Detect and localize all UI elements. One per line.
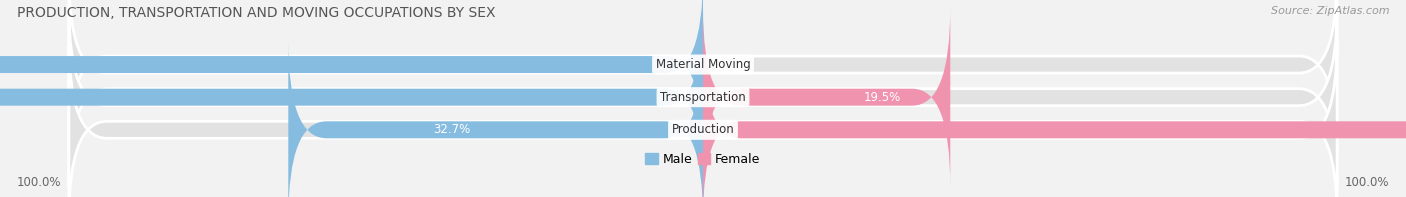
FancyBboxPatch shape xyxy=(69,40,1337,197)
FancyBboxPatch shape xyxy=(288,40,703,197)
Text: Transportation: Transportation xyxy=(661,91,745,104)
FancyBboxPatch shape xyxy=(69,8,1337,187)
Text: PRODUCTION, TRANSPORTATION AND MOVING OCCUPATIONS BY SEX: PRODUCTION, TRANSPORTATION AND MOVING OC… xyxy=(17,6,495,20)
Text: Source: ZipAtlas.com: Source: ZipAtlas.com xyxy=(1271,6,1389,16)
FancyBboxPatch shape xyxy=(0,0,703,154)
FancyBboxPatch shape xyxy=(0,8,703,187)
Text: 100.0%: 100.0% xyxy=(1344,176,1389,189)
FancyBboxPatch shape xyxy=(703,40,1406,197)
FancyBboxPatch shape xyxy=(69,0,1337,154)
FancyBboxPatch shape xyxy=(703,8,950,187)
Text: Production: Production xyxy=(672,123,734,136)
Legend: Male, Female: Male, Female xyxy=(641,148,765,171)
Text: 32.7%: 32.7% xyxy=(433,123,471,136)
Text: 19.5%: 19.5% xyxy=(863,91,901,104)
Text: Material Moving: Material Moving xyxy=(655,58,751,71)
Text: 100.0%: 100.0% xyxy=(17,176,62,189)
